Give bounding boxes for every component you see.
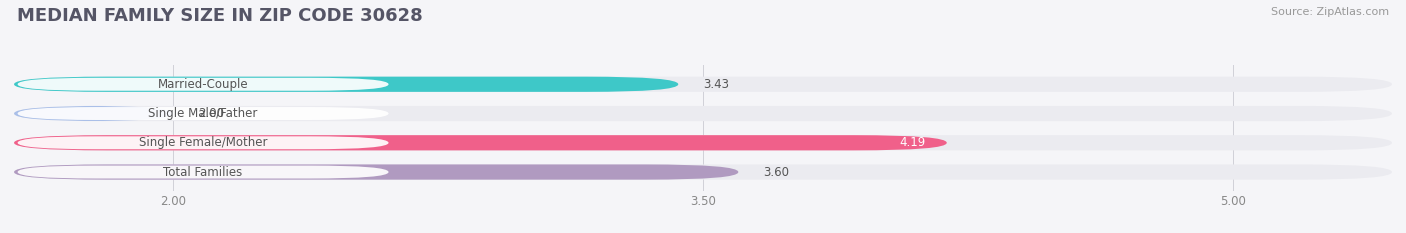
FancyBboxPatch shape [14,106,1392,121]
FancyBboxPatch shape [14,135,946,150]
FancyBboxPatch shape [14,164,738,180]
FancyBboxPatch shape [18,136,388,149]
FancyBboxPatch shape [18,78,388,91]
FancyBboxPatch shape [14,77,678,92]
Text: 2.00: 2.00 [198,107,224,120]
FancyBboxPatch shape [18,107,388,120]
FancyBboxPatch shape [18,166,388,178]
Text: Single Male/Father: Single Male/Father [149,107,257,120]
FancyBboxPatch shape [14,77,1392,92]
FancyBboxPatch shape [14,106,173,121]
FancyBboxPatch shape [14,164,1392,180]
Text: 4.19: 4.19 [900,136,925,149]
FancyBboxPatch shape [14,135,1392,150]
Text: 3.60: 3.60 [763,165,789,178]
Text: Married-Couple: Married-Couple [157,78,249,91]
Text: 3.43: 3.43 [703,78,728,91]
Text: Total Families: Total Families [163,165,243,178]
Text: MEDIAN FAMILY SIZE IN ZIP CODE 30628: MEDIAN FAMILY SIZE IN ZIP CODE 30628 [17,7,423,25]
Text: Source: ZipAtlas.com: Source: ZipAtlas.com [1271,7,1389,17]
Text: Single Female/Mother: Single Female/Mother [139,136,267,149]
